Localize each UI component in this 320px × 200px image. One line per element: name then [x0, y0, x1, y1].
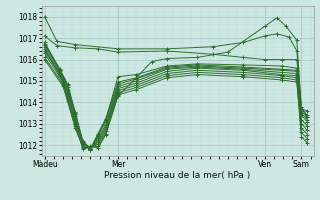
X-axis label: Pression niveau de la mer( hPa ): Pression niveau de la mer( hPa ) [104, 171, 251, 180]
